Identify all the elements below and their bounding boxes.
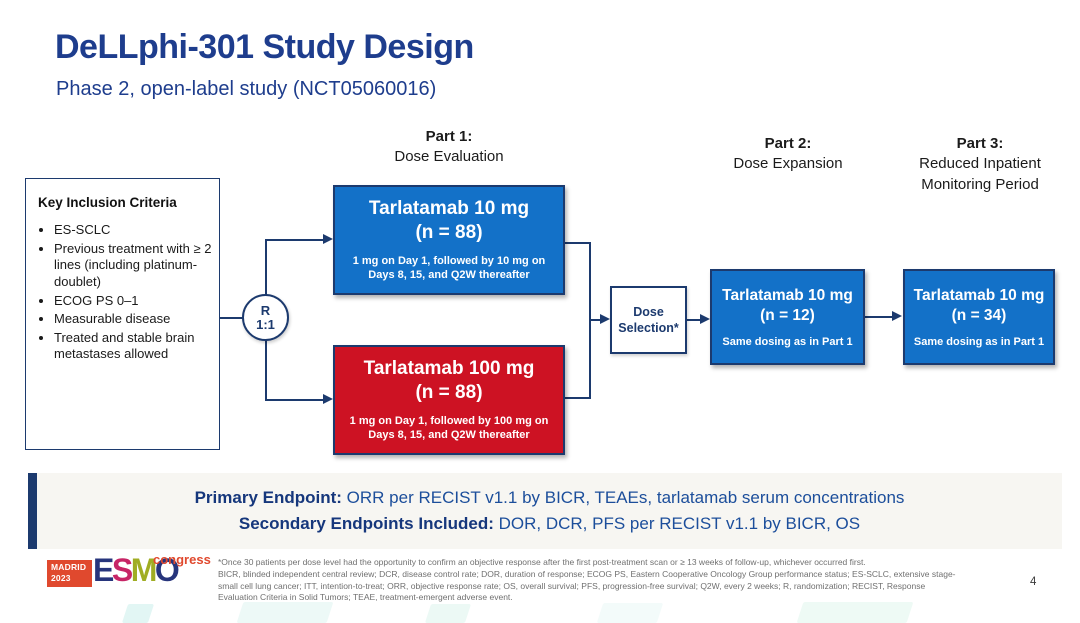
page-title: DeLLphi-301 Study Design (55, 28, 474, 66)
inclusion-criteria-box: Key Inclusion Criteria ES-SCLC Previous … (25, 178, 220, 450)
page-subtitle: Phase 2, open-label study (NCT05060016) (56, 78, 437, 100)
connector-arm-10mg-out (565, 242, 591, 244)
esmo-letter: E (93, 552, 114, 588)
list-item: Previous treatment with ≥ 2 lines (inclu… (54, 241, 219, 291)
video-artifact (796, 602, 914, 623)
esmo-letter: O (154, 552, 180, 588)
madrid-2023-badge: MADRID 2023 (47, 560, 92, 587)
list-item: ES-SCLC (54, 222, 219, 239)
inclusion-heading: Key Inclusion Criteria (38, 195, 177, 210)
list-item: ECOG PS 0–1 (54, 293, 219, 310)
accent-bar (28, 473, 37, 549)
arm-n: (n = 34) (951, 306, 1007, 324)
randomization-ratio: 1:1 (256, 316, 275, 332)
randomization-r: R (260, 302, 271, 318)
part3-header: Part 3: Reduced Inpatient Monitoring Per… (895, 134, 1065, 195)
part1-title: Part 1: (425, 128, 473, 145)
arm-dosing: 1 mg on Day 1, followed by 100 mg on Day… (349, 414, 549, 442)
arm-100mg-box: Tarlatamab 100 mg (n = 88) 1 mg on Day 1… (333, 345, 565, 455)
arrowhead-icon (600, 314, 610, 324)
page-number: 4 (1030, 576, 1037, 588)
part2-expansion-box: Tarlatamab 10 mg (n = 12) Same dosing as… (710, 269, 865, 365)
arrowhead-icon (700, 314, 710, 324)
arm-name: Tarlatamab 10 mg (913, 287, 1045, 305)
secondary-endpoint-line: Secondary Endpoints Included: DOR, DCR, … (239, 511, 860, 537)
arm-name: Tarlatamab 10 mg (722, 287, 853, 305)
logo-city: MADRID (51, 562, 87, 572)
arm-n: (n = 12) (760, 306, 815, 324)
connector-randomization-down (265, 340, 267, 400)
arm-dosing: 1 mg on Day 1, followed by 10 mg on Days… (352, 254, 546, 282)
part2-title: Part 2: (764, 135, 812, 152)
dose-selection-box: Dose Selection* (610, 286, 687, 354)
logo-year: 2023 (51, 573, 71, 584)
list-item: Measurable disease (54, 311, 219, 328)
connector-dose-selection-to-part2 (687, 319, 700, 321)
arm-note: Same dosing as in Part 1 (722, 335, 853, 348)
video-artifact (424, 604, 472, 623)
inclusion-list: ES-SCLC Previous treatment with ≥ 2 line… (26, 222, 219, 363)
connector-randomization-up (265, 239, 267, 296)
arm-10mg-box: Tarlatamab 10 mg (n = 88) 1 mg on Day 1,… (333, 185, 565, 295)
primary-endpoint-text: ORR per RECIST v1.1 by BICR, TEAEs, tarl… (341, 487, 905, 507)
arrowhead-icon (323, 394, 333, 404)
arrowhead-icon (323, 234, 333, 244)
video-artifact (236, 602, 334, 623)
endpoints-band: Primary Endpoint: ORR per RECIST v1.1 by… (28, 473, 1062, 549)
video-artifact (121, 604, 155, 623)
connector-arm-100mg-out (565, 397, 591, 399)
arm-note: Same dosing as in Part 1 (913, 335, 1045, 348)
part2-subtitle: Dose Expansion (733, 155, 843, 173)
esmo-congress-logo: MADRID 2023 ESMO congress (47, 552, 222, 602)
secondary-endpoint-label: Secondary Endpoints Included: (238, 514, 494, 533)
footnotes: *Once 30 patients per dose level had the… (218, 557, 1063, 604)
primary-endpoint-line: Primary Endpoint: ORR per RECIST v1.1 by… (195, 485, 905, 511)
footnote-line: BICR, blinded independent central review… (218, 568, 956, 579)
footnote-line: Evaluation Criteria in Solid Tumors; TEA… (218, 592, 513, 603)
part1-subtitle: Dose Evaluation (394, 148, 504, 166)
connector-to-dose-selection (589, 319, 600, 321)
arm-name: Tarlatamab 100 mg (363, 358, 535, 380)
arrowhead-icon (892, 311, 902, 321)
arm-n: (n = 88) (415, 222, 483, 244)
connector-to-arm-10mg (265, 239, 323, 241)
part1-header: Part 1: Dose Evaluation (334, 127, 564, 168)
secondary-endpoint-text: DOR, DCR, PFS per RECIST v1.1 by BICR, O… (493, 514, 861, 533)
congress-label: congress (153, 552, 211, 567)
arm-n: (n = 88) (415, 382, 483, 404)
part3-subtitle: Reduced Inpatient Monitoring Period (919, 155, 1041, 193)
connector-part2-to-part3 (865, 316, 893, 318)
esmo-letter: S (111, 552, 133, 588)
footnote-line: *Once 30 patients per dose level had the… (218, 557, 866, 567)
esmo-letter: M (130, 552, 158, 588)
part3-monitoring-box: Tarlatamab 10 mg (n = 34) Same dosing as… (903, 269, 1055, 365)
randomization-circle: R 1:1 (242, 294, 289, 341)
primary-endpoint-label: Primary Endpoint: (194, 487, 342, 507)
esmo-wordmark: ESMO (93, 552, 180, 588)
arm-name: Tarlatamab 10 mg (368, 198, 530, 220)
part3-title: Part 3: (956, 135, 1004, 152)
footnote-line: small cell lung cancer; ITT, intention-t… (218, 580, 926, 591)
connector-to-arm-100mg (265, 399, 323, 401)
connector-inclusion-to-randomization (220, 317, 244, 319)
part2-header: Part 2: Dose Expansion (710, 134, 866, 175)
list-item: Treated and stable brain metastases allo… (54, 330, 219, 363)
video-artifact (596, 603, 664, 623)
